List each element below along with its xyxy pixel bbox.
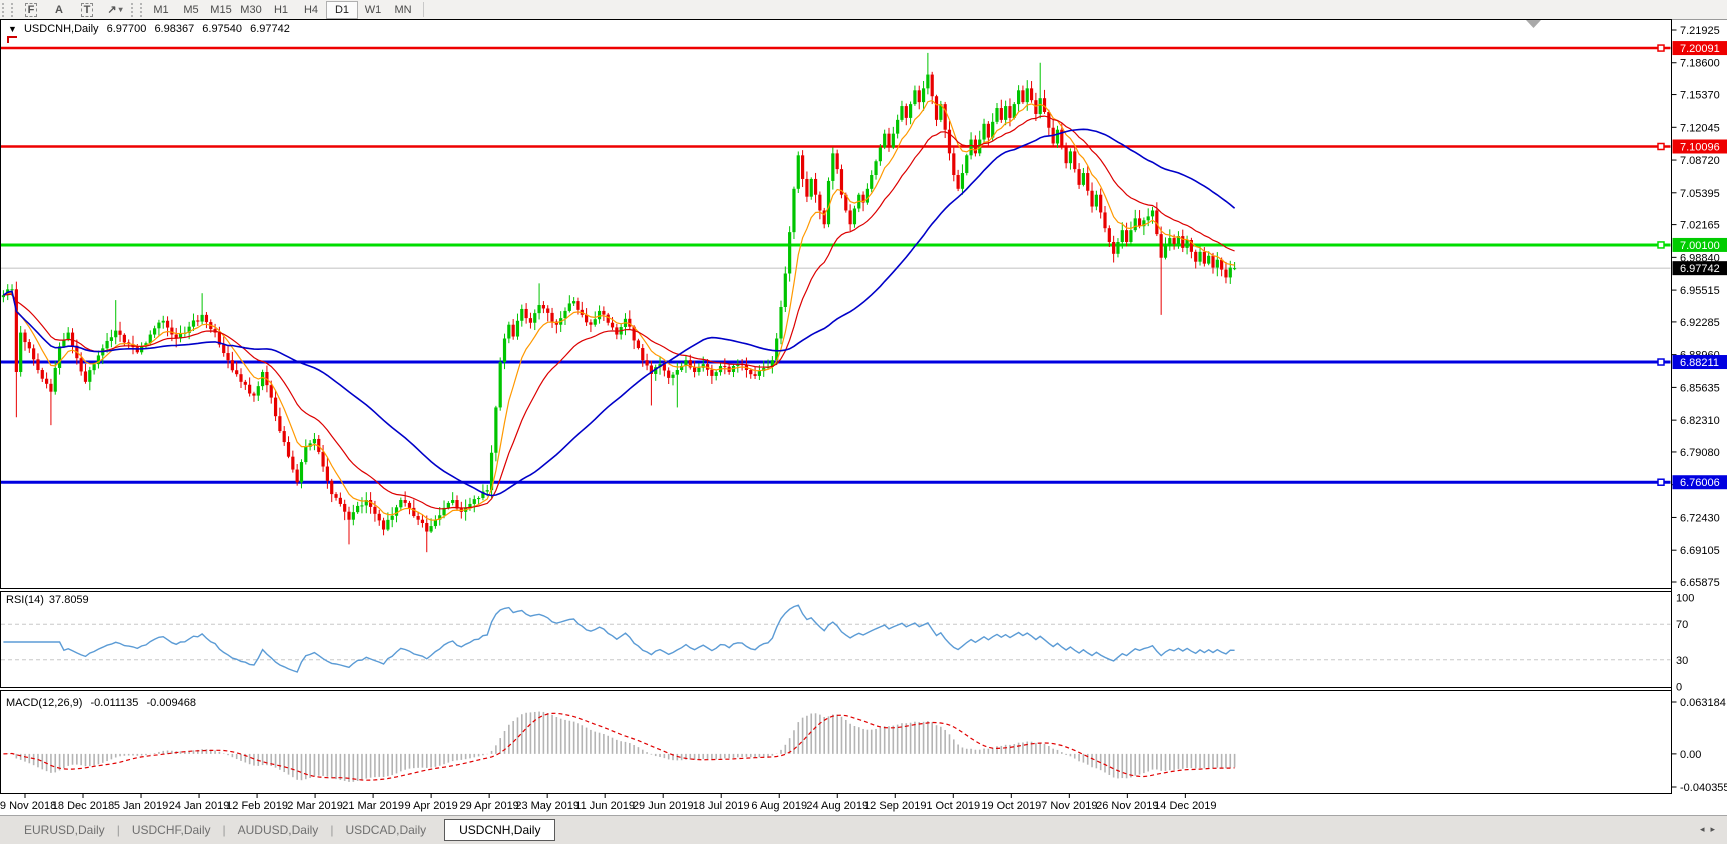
svg-text:7 Nov 2019: 7 Nov 2019 [1041,800,1097,812]
svg-text:23 May 2019: 23 May 2019 [515,800,579,812]
svg-text:7.00100: 7.00100 [1680,240,1720,252]
svg-text:7.05395: 7.05395 [1680,188,1720,200]
svg-text:21 Mar 2019: 21 Mar 2019 [342,800,404,812]
svg-text:0.063184: 0.063184 [1680,697,1726,709]
chart-canvas[interactable]: 7.21925 7.18600 7.15370 7.12045 7.08720 7.053… [0,0,1727,815]
svg-text:70: 70 [1676,619,1688,631]
svg-text:7.21925: 7.21925 [1680,25,1720,37]
svg-text:6.97742: 6.97742 [1680,263,1720,275]
svg-text:12 Sep 2019: 12 Sep 2019 [864,800,926,812]
svg-text:0: 0 [1676,682,1682,694]
svg-text:26 Nov 2019: 26 Nov 2019 [1096,800,1158,812]
svg-text:6.85635: 6.85635 [1680,382,1720,394]
svg-text:7.18600: 7.18600 [1680,58,1720,70]
svg-text:6.72430: 6.72430 [1680,512,1720,524]
chart-tab-usdcad[interactable]: USDCAD,Daily [333,820,438,840]
svg-text:6.82310: 6.82310 [1680,415,1720,427]
tab-scroll-right-icon: ▸ [1710,824,1721,834]
svg-text:9 Apr 2019: 9 Apr 2019 [405,800,458,812]
svg-text:6.92285: 6.92285 [1680,317,1720,329]
chart-tab-usdcnh[interactable]: USDCNH,Daily [444,819,555,841]
svg-text:14 Dec 2019: 14 Dec 2019 [1154,800,1216,812]
svg-text:18 Jul 2019: 18 Jul 2019 [693,800,750,812]
svg-text:7.02165: 7.02165 [1680,220,1720,232]
tab-scroll-arrows[interactable]: ◂▸ [1700,824,1721,835]
object-anchor-mark [8,37,17,43]
svg-text:7.10096: 7.10096 [1680,141,1720,153]
svg-text:7.12045: 7.12045 [1680,122,1720,134]
svg-text:18 Dec 2018: 18 Dec 2018 [52,800,114,812]
svg-text:6.88211: 6.88211 [1680,357,1719,369]
chart-tab-audusd[interactable]: AUDUSD,Daily [226,820,331,840]
svg-text:100: 100 [1676,593,1694,605]
svg-text:11 Jun 2019: 11 Jun 2019 [575,800,635,812]
chart-tab-bar: EURUSD,Daily|USDCHF,Daily|AUDUSD,Daily|U… [0,815,1727,844]
tab-scroll-left-icon: ◂ [1700,824,1711,834]
svg-text:6.65875: 6.65875 [1680,577,1720,589]
svg-text:-0.040355: -0.040355 [1680,782,1727,794]
svg-text:6 Aug 2019: 6 Aug 2019 [751,800,807,812]
svg-text:29 Nov 2018: 29 Nov 2018 [0,800,56,812]
svg-text:29 Jun 2019: 29 Jun 2019 [633,800,694,812]
svg-text:12 Feb 2019: 12 Feb 2019 [226,800,288,812]
svg-text:6.95515: 6.95515 [1680,285,1720,297]
svg-text:24 Jan 2019: 24 Jan 2019 [169,800,230,812]
svg-text:30: 30 [1676,655,1688,667]
svg-text:7.20091: 7.20091 [1680,43,1720,55]
svg-text:0.00: 0.00 [1680,749,1701,761]
svg-text:2 Mar 2019: 2 Mar 2019 [287,800,343,812]
chart-tab-usdchf[interactable]: USDCHF,Daily [120,820,223,840]
svg-text:6.76006: 6.76006 [1680,477,1720,489]
svg-text:1 Oct 2019: 1 Oct 2019 [926,800,980,812]
svg-text:6.79080: 6.79080 [1680,447,1720,459]
svg-text:6.69105: 6.69105 [1680,545,1720,557]
svg-text:7.08720: 7.08720 [1680,155,1720,167]
svg-text:7.15370: 7.15370 [1680,90,1720,102]
svg-text:19 Oct 2019: 19 Oct 2019 [981,800,1041,812]
chart-shift-marker [1526,20,1541,28]
chart-tab-eurusd[interactable]: EURUSD,Daily [12,820,117,840]
svg-text:24 Aug 2019: 24 Aug 2019 [806,800,868,812]
svg-text:5 Jan 2019: 5 Jan 2019 [114,800,168,812]
svg-text:29 Apr 2019: 29 Apr 2019 [459,800,518,812]
